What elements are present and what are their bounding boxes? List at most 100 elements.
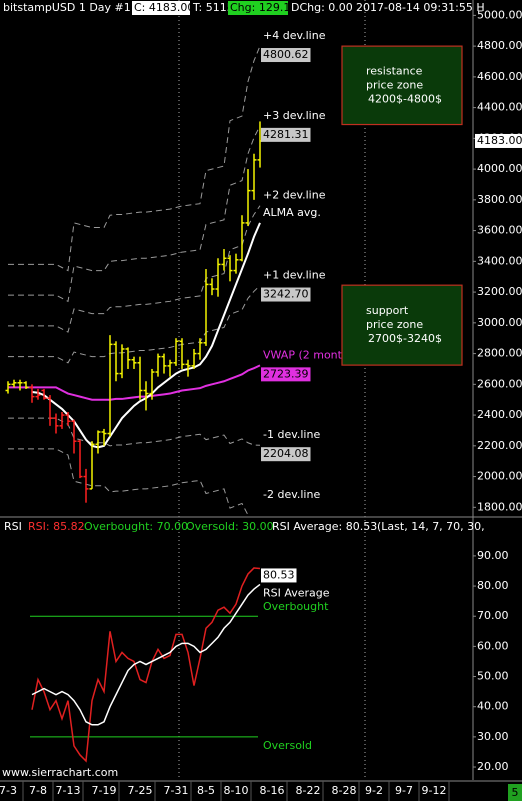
y-tick-label: 1800.00 (477, 500, 522, 513)
zone-text: 2700$-3240$ (368, 332, 442, 345)
series-label: RSI Average (263, 586, 330, 599)
stat: T: 5115 (192, 1, 234, 14)
x-tick-label: 7-3 (0, 784, 17, 797)
y-tick-label: 20.00 (477, 760, 509, 773)
series-label: +3 dev.line (263, 109, 326, 122)
rsi-header: RSI: 85.82 (28, 520, 85, 533)
y-tick-label: 90.00 (477, 549, 509, 562)
zone-text: support (366, 304, 409, 317)
series-label: ALMA avg. (263, 206, 321, 219)
last-value-label: 2204.08 (263, 447, 309, 460)
x-tick-label: 9-12 (422, 784, 447, 797)
level-label: Overbought (263, 600, 329, 613)
y-tick-label: 4000.00 (477, 162, 522, 175)
x-tick-label: 8-22 (296, 784, 321, 797)
x-tick-label: 7-13 (56, 784, 81, 797)
axis-price-label: 4183.00 (477, 134, 522, 147)
zone-text: resistance (366, 64, 423, 77)
y-tick-label: 4800.00 (477, 39, 522, 52)
level-label: Oversold (263, 739, 312, 752)
y-tick-label: 3800.00 (477, 193, 522, 206)
last-value-label-bg (261, 287, 311, 302)
series-label: +1 dev.line (263, 269, 326, 282)
corner-box (508, 784, 522, 801)
indicator-line (8, 364, 261, 401)
zone-text: price zone (366, 318, 423, 331)
corner-label: 5 (512, 786, 519, 799)
last-value-label: 4281.31 (263, 128, 309, 141)
y-tick-label: 2400.00 (477, 408, 522, 421)
y-tick-label: 4400.00 (477, 101, 522, 114)
x-tick-label: 9-7 (395, 784, 413, 797)
y-tick-label: 80.00 (477, 579, 509, 592)
last-value-label-bg (261, 447, 311, 462)
y-tick-label: 50.00 (477, 670, 509, 683)
y-tick-label: 4600.00 (477, 70, 522, 83)
rsi-header: Oversold: 30.00 (186, 520, 274, 533)
y-tick-label: 2200.00 (477, 439, 522, 452)
stat: C: 4183.00 (134, 1, 194, 14)
x-tick-label: 9-2 (365, 784, 383, 797)
deviation-line (8, 125, 261, 303)
y-tick-label: 2000.00 (477, 470, 522, 483)
rsi-header: Overbought: 70.00 (84, 520, 188, 533)
y-tick-label: 60.00 (477, 639, 509, 652)
watermark: www.sierrachart.com (2, 766, 118, 779)
last-value-label: 4800.62 (263, 48, 309, 61)
zone-text: 4200$-4800$ (368, 92, 442, 105)
x-tick-label: 7-31 (164, 784, 189, 797)
x-tick-label: 8-5 (197, 784, 215, 797)
y-tick-label: 70.00 (477, 609, 509, 622)
y-tick-label: 30.00 (477, 730, 509, 743)
rsi-header: RSI Average: 80.53 (272, 520, 377, 533)
x-tick-label: 8-10 (224, 784, 249, 797)
zone-box (341, 284, 463, 366)
deviation-line (8, 448, 249, 515)
last-value-label-bg (261, 568, 297, 583)
x-tick-label: 8-16 (260, 784, 285, 797)
series-label: -1 dev.line (263, 428, 320, 441)
chart-title: bitstampUSD 1 Day #1 (3, 1, 131, 14)
x-tick-label: 7-19 (92, 784, 117, 797)
rsi-title: RSI (4, 520, 22, 533)
zone-text: price zone (366, 78, 423, 91)
y-tick-label: 40.00 (477, 700, 509, 713)
last-value-label: 3242.70 (263, 288, 309, 301)
stat: 2017-08-14 09:31:55 H (356, 1, 485, 14)
y-tick-label: 2800.00 (477, 347, 522, 360)
y-tick-label: 3000.00 (477, 316, 522, 329)
y-tick-label: 5000.00 (477, 8, 522, 21)
series-label: +2 dev.line (263, 189, 326, 202)
x-tick-label: 8-28 (332, 784, 357, 797)
rsi-line (31, 583, 261, 726)
y-tick-label: 3600.00 (477, 224, 522, 237)
y-tick-label: 3200.00 (477, 285, 522, 298)
last-value-label-bg (261, 367, 311, 382)
x-tick-label: 7-8 (29, 784, 47, 797)
rsi-plot (30, 567, 261, 763)
stat-bg (228, 1, 288, 15)
price-plot (5, 45, 263, 515)
rsi-line (31, 567, 261, 763)
deviation-line (8, 285, 261, 364)
last-value-label-bg (261, 127, 311, 142)
series-label: -2 dev.line (263, 488, 320, 501)
last-value-label: 2723.39 (263, 367, 309, 380)
last-value-label: 80.53 (263, 568, 295, 581)
stat: Chg: 129.13 (230, 1, 297, 14)
series-label: VWAP (2 months) (263, 348, 359, 361)
stat-bg (132, 1, 190, 15)
deviation-line (8, 205, 261, 333)
stat: DChg: 0.00 (291, 1, 353, 14)
y-tick-label: 3400.00 (477, 254, 522, 267)
axis-price-label-bg (475, 133, 522, 148)
series-label: +4 dev.line (263, 29, 326, 42)
last-value-label-bg (261, 48, 311, 63)
y-tick-label: 2600.00 (477, 377, 522, 390)
x-tick-label: 7-25 (128, 784, 153, 797)
rsi-header: (Last, 14, 7, 70, 30, (377, 520, 485, 533)
zone-box (341, 45, 463, 126)
deviation-line (8, 45, 261, 272)
